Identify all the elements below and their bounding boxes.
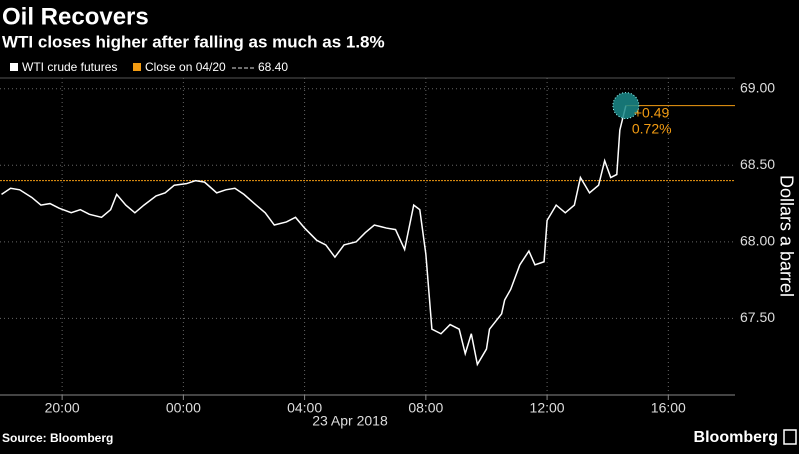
chart-subtitle: WTI closes higher after falling as much …	[2, 32, 385, 51]
brand-icon	[783, 429, 797, 445]
x-tick-label: 12:00	[530, 400, 565, 416]
x-tick-label: 04:00	[287, 400, 322, 416]
x-tick-label: 00:00	[166, 400, 201, 416]
price-line	[1, 105, 627, 367]
y-tick-label: 68.00	[740, 233, 775, 249]
x-tick-label: 16:00	[651, 400, 686, 416]
date-label: 23 Apr 2018	[312, 413, 388, 429]
legend-swatch	[133, 63, 141, 71]
annotation: +0.49	[634, 104, 670, 120]
brand: Bloomberg	[694, 429, 778, 446]
last-value-marker	[612, 92, 640, 120]
annotation: 0.72%	[632, 120, 672, 136]
y-tick-label: 68.50	[740, 156, 775, 172]
chart-title: Oil Recovers	[2, 3, 149, 30]
legend: WTI crude futures Close on 04/20 68.40	[10, 60, 288, 74]
legend-label: WTI crude futures	[22, 60, 117, 74]
y-tick-label: 67.50	[740, 309, 775, 325]
x-tick-label: 20:00	[45, 400, 80, 416]
y-axis-label: Dollars a barrel	[776, 175, 796, 297]
y-tick-label: 69.00	[740, 79, 775, 95]
legend-value: 68.40	[258, 60, 288, 74]
x-tick-label: 08:00	[408, 400, 443, 416]
legend-label: Close on 04/20	[145, 60, 226, 74]
source: Source: Bloomberg	[2, 431, 113, 445]
legend-swatch	[10, 63, 18, 71]
